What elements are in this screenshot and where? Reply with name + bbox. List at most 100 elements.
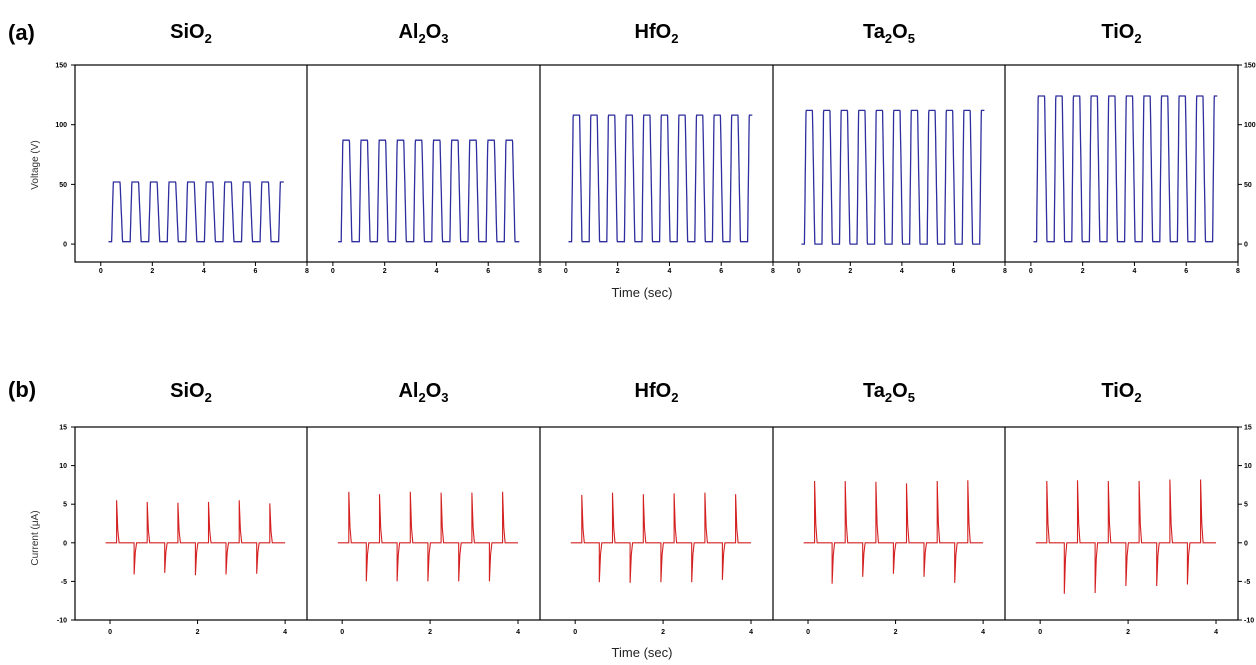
formula-part: TiO (1101, 21, 1134, 43)
series-line-HfO2 (570, 492, 751, 583)
panel-a-plot (108, 95, 1218, 245)
series-line-Ta2O5 (803, 480, 984, 584)
y-tick-label: 15 (59, 425, 67, 432)
formula-subscript: 2 (1134, 390, 1141, 405)
x-tick-label: 8 (1003, 268, 1007, 275)
x-tick-label: 6 (951, 268, 955, 275)
x-tick-label: 4 (516, 629, 520, 636)
y-tick-label: 100 (1244, 122, 1256, 129)
formula-part: O (426, 380, 442, 402)
series-line-HfO2 (568, 114, 753, 243)
formula-part: O (426, 21, 442, 43)
formula-part: Al (398, 380, 418, 402)
y-tick-label: 0 (1244, 242, 1248, 249)
formula-part: HfO (635, 21, 672, 43)
panel-a-frame: 0 0 50 50 100 100 150 150 0 2 4 6 8 0 2 4 6 8 0 2 4 6 8 0 2 4 6 8 0 2… (55, 63, 1255, 276)
y-tick-label: 0 (1244, 540, 1248, 547)
y-tick-label: 10 (59, 463, 67, 470)
panel-a-titles: SiO2 Al2O3 HfO2 Ta2O5 TiO2 (170, 21, 1141, 46)
x-tick-label: 8 (771, 268, 775, 275)
x-tick-label: 0 (340, 629, 344, 636)
x-tick-label: 6 (1184, 268, 1188, 275)
subplot-title: Al2O3 (398, 380, 448, 405)
x-tick-label: 2 (1081, 268, 1085, 275)
x-tick-label: 0 (108, 629, 112, 636)
y-tick-label: -10 (1244, 618, 1254, 625)
subplot-title: Al2O3 (398, 21, 448, 46)
x-tick-label: 4 (1132, 268, 1136, 275)
formula-subscript: 2 (885, 390, 892, 405)
formula-subscript: 2 (205, 31, 212, 46)
formula-part: HfO (635, 380, 672, 402)
y-tick-label: 50 (59, 182, 67, 189)
y-tick-label: 150 (1244, 63, 1256, 70)
x-tick-label: 4 (900, 268, 904, 275)
x-tick-label: 6 (486, 268, 490, 275)
subplot-title: HfO2 (635, 380, 679, 405)
y-tick-label: 150 (55, 63, 67, 70)
panel-b-letter: (b) (8, 377, 36, 402)
formula-part: TiO (1101, 380, 1134, 402)
y-tick-label: 0 (63, 540, 67, 547)
x-tick-label: 2 (616, 268, 620, 275)
series-line-SiO2 (105, 500, 286, 576)
x-tick-label: 0 (806, 629, 810, 636)
plot-frame (74, 426, 1239, 621)
y-tick-label: -5 (1244, 579, 1250, 586)
y-tick-label: 5 (1244, 502, 1248, 509)
y-tick-label: 15 (1244, 425, 1252, 432)
series-line-Al2O3 (337, 491, 518, 582)
x-tick-label: 0 (564, 268, 568, 275)
formula-part: SiO (170, 380, 204, 402)
y-tick-label: 0 (63, 242, 67, 249)
panel-b: (b) SiO2 Al2O3 HfO2 Ta2O5 TiO2 Current (μA) … (8, 377, 1254, 660)
x-tick-label: 4 (283, 629, 287, 636)
x-tick-label: 0 (797, 268, 801, 275)
x-tick-label: 8 (305, 268, 309, 275)
subplot-title: SiO2 (170, 380, 212, 405)
formula-subscript: 3 (441, 390, 448, 405)
x-tick-label: 0 (573, 629, 577, 636)
y-tick-label: 50 (1244, 182, 1252, 189)
subplot-title: TiO2 (1101, 21, 1141, 46)
formula-part: Al (398, 21, 418, 43)
panel-b-frame: -10 -10 -5 -5 0 0 5 5 10 10 15 15 0 2 4 0 2 4 0 2 4 0 2 4 0 2 4 (57, 425, 1254, 637)
formula-part: Ta (863, 21, 886, 43)
series-line-Ta2O5 (801, 109, 985, 245)
y-tick-label: -5 (61, 579, 67, 586)
x-tick-label: 2 (428, 629, 432, 636)
formula-subscript: 5 (908, 390, 915, 405)
x-tick-label: 4 (1214, 629, 1218, 636)
formula-part: O (892, 21, 908, 43)
subplot-title: Ta2O5 (863, 21, 915, 46)
plot-frame (74, 64, 1239, 263)
formula-part: Ta (863, 380, 886, 402)
series-line-SiO2 (108, 181, 284, 243)
x-tick-label: 4 (667, 268, 671, 275)
panel-a-letter: (a) (8, 20, 35, 45)
formula-subscript: 2 (671, 390, 678, 405)
formula-subscript: 2 (418, 390, 425, 405)
x-tick-label: 2 (848, 268, 852, 275)
x-tick-label: 4 (434, 268, 438, 275)
x-tick-label: 6 (253, 268, 257, 275)
panel-b-y-axis-title: Current (μA) (30, 510, 41, 565)
formula-subscript: 5 (908, 31, 915, 46)
x-tick-label: 0 (331, 268, 335, 275)
subplot-title: SiO2 (170, 21, 212, 46)
x-tick-label: 8 (1236, 268, 1240, 275)
formula-subscript: 2 (418, 31, 425, 46)
panel-b-plot (105, 479, 1216, 594)
x-tick-label: 4 (981, 629, 985, 636)
x-tick-label: 4 (749, 629, 753, 636)
panel-b-x-axis-title: Time (sec) (612, 645, 673, 660)
panel-a-y-axis-title: Voltage (V) (30, 140, 41, 189)
x-tick-label: 6 (719, 268, 723, 275)
series-line-Al2O3 (338, 139, 520, 243)
x-tick-label: 2 (661, 629, 665, 636)
subplot-title: HfO2 (635, 21, 679, 46)
x-tick-label: 2 (1126, 629, 1130, 636)
x-tick-label: 0 (99, 268, 103, 275)
y-tick-label: 5 (63, 502, 67, 509)
